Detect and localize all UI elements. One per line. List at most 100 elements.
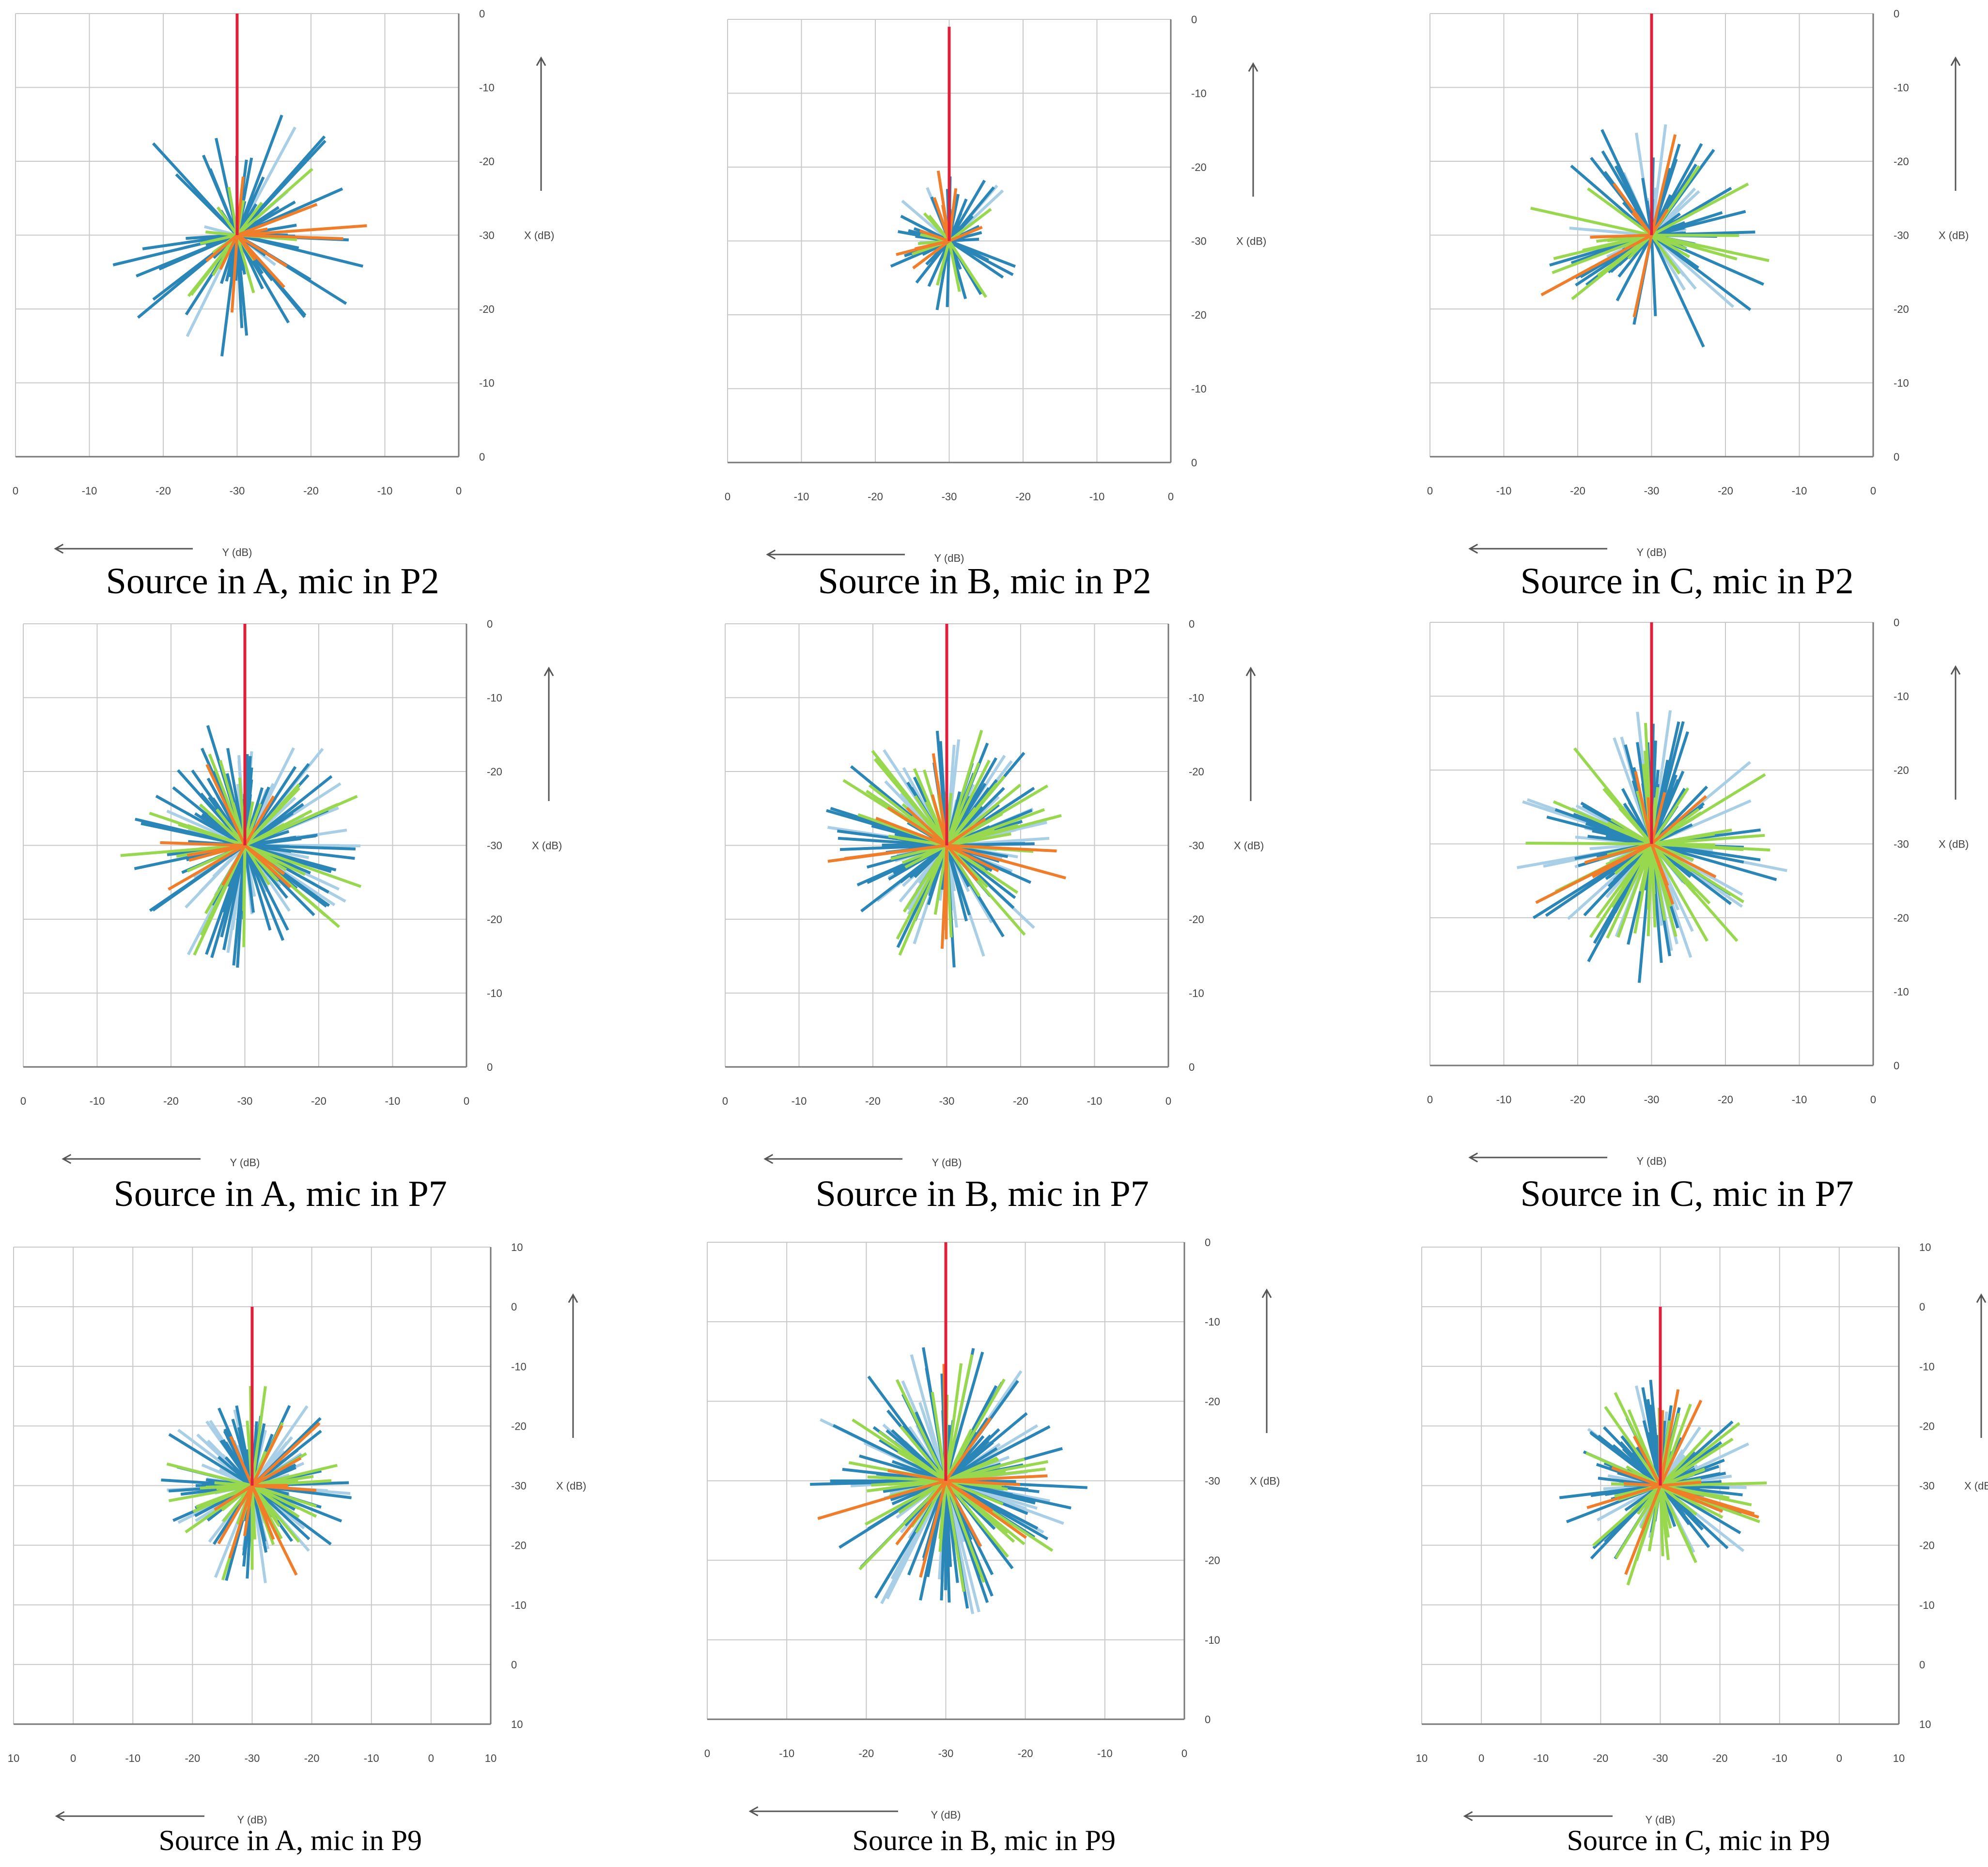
reflection-line-first-order [946,844,978,882]
x-tick-label: 10 [1416,1752,1428,1764]
y-tick-label: 0 [1894,451,1899,463]
x-tick-label: 0 [1165,1095,1171,1107]
x-tick-label: 10 [485,1752,497,1764]
y-tick-label: -20 [479,155,495,168]
reflection-line-third-order [245,844,290,848]
y-axis-label: X (dB) [1939,230,1969,242]
x-tick-label: -20 [1570,485,1585,497]
reflection-line-first-order [895,1480,947,1545]
reflection-line-second-order [872,1475,946,1482]
y-tick-label: 0 [487,1061,493,1073]
x-tick-label: 0 [1836,1752,1842,1764]
x-tick-label: -20 [1593,1752,1608,1764]
y-tick-label: -20 [487,766,502,778]
reflection-line-third-order [891,1460,947,1482]
reflection-line-second-order [1606,843,1653,939]
reflection-line-second-order [166,1462,253,1487]
reflection-line-first-order [250,1485,298,1576]
x-tick-label: 10 [8,1752,19,1764]
y-axis-label: X (dB) [1964,1480,1988,1492]
reflection-line-first-order [912,240,950,270]
x-tick-label: 0 [13,485,18,497]
reflection-line-second-order [1604,1406,1662,1487]
y-direction-arrowhead [1463,1811,1473,1821]
x-tick-label: -10 [794,491,809,503]
panel-caption: Source in A, mic in P9 [159,1824,422,1856]
y-tick-label: -10 [1919,1599,1935,1611]
reflection-line-third-order [235,114,283,236]
reflection-line-second-order [1650,234,1681,275]
reflection-line-third-order [1650,779,1680,845]
x-tick-label: 0 [1427,485,1433,497]
reflection-line-first-order [948,226,983,243]
reflection-line-second-order [946,844,1019,894]
x-tick-label: -10 [125,1752,140,1764]
x-axis-label: Y (dB) [932,1157,962,1169]
x-tick-label: -10 [1496,1094,1512,1106]
reflection-line-second-order [1651,233,1770,262]
y-axis-label: X (dB) [556,1480,586,1492]
y-axis-label: X (dB) [532,840,562,852]
reflection-line-first-order [221,845,247,886]
x-axis-label: Y (dB) [1637,1155,1667,1167]
y-tick-label: 0 [1205,1236,1211,1249]
reflection-line-second-order [1650,843,1711,905]
reflection-line-first-order [1613,183,1653,236]
x-tick-label: 10 [1893,1752,1905,1764]
reflection-line-second-order [946,814,1062,847]
reflection-line-first-order [827,844,947,863]
reflections [810,1347,1087,1615]
reflection-line-second-order [1659,1484,1698,1516]
x-axis-label: Y (dB) [230,1157,260,1169]
x-tick-label: 0 [20,1095,26,1107]
chart-panel-6: 0 -10 -20 -30 -20 -10 0 0 -10 -20 -30 -20 -10 0 X (dB)… [1427,617,1969,1214]
reflection-line-first-order [919,1480,947,1578]
reflection-line-second-order [205,231,237,237]
reflection-line-first-order [1650,792,1666,845]
reflection-line-first-order [214,1484,253,1511]
y-tick-label: -10 [1191,88,1207,100]
x-tick-label: 0 [428,1752,434,1764]
reflection-line-third-order [946,241,951,308]
panel-caption: Source in A, mic in P2 [106,561,439,602]
reflection-line-third-order [1650,235,1657,316]
reflection-line-higher-order [1650,124,1667,235]
y-tick-label: 0 [1919,1301,1925,1313]
reflection-line-third-order [839,844,947,851]
x-tick-label: 0 [704,1747,710,1759]
reflection-line-second-order [1587,187,1653,236]
reflection-line-higher-order [1569,226,1652,237]
x-tick-label: -10 [1496,485,1512,497]
reflection-line-third-order [948,239,1016,268]
y-tick-label: -10 [1205,1634,1220,1646]
reflection-line-third-order [251,1484,311,1541]
y-tick-label: -10 [479,377,495,389]
reflection-line-third-order [1651,842,1761,862]
x-tick-label: -30 [230,485,245,497]
x-tick-label: -20 [1712,1752,1728,1764]
y-axis-label: X (dB) [1234,840,1264,852]
reflection-line-second-order [936,240,951,286]
reflection-line-first-order [230,235,239,313]
x-tick-label: -10 [1792,1094,1807,1106]
y-tick-label: 0 [1189,1061,1195,1073]
reflection-line-first-order [250,1425,283,1486]
panel-caption: Source in C, mic in P7 [1521,1173,1854,1214]
y-tick-label: 10 [1919,1241,1931,1253]
reflection-line-first-order [236,203,318,237]
y-tick-label: -10 [487,692,502,704]
x-axis-label: Y (dB) [237,1814,267,1826]
reflection-line-second-order [149,812,246,847]
x-direction-arrowhead [568,1293,578,1303]
x-tick-label: -20 [311,1095,326,1107]
x-tick-label: 0 [722,1095,728,1107]
y-tick-label: 0 [1191,457,1197,469]
panel-caption: Source in B, mic in P9 [853,1824,1116,1856]
reflections [1559,1380,1767,1586]
y-direction-arrowhead [1468,1152,1478,1163]
reflection-line-second-order [216,206,238,236]
y-direction-arrowhead [1468,543,1478,554]
reflection-line-second-order [236,168,313,236]
reflection-line-second-order [252,1475,314,1487]
reflection-line-third-order [244,775,333,847]
